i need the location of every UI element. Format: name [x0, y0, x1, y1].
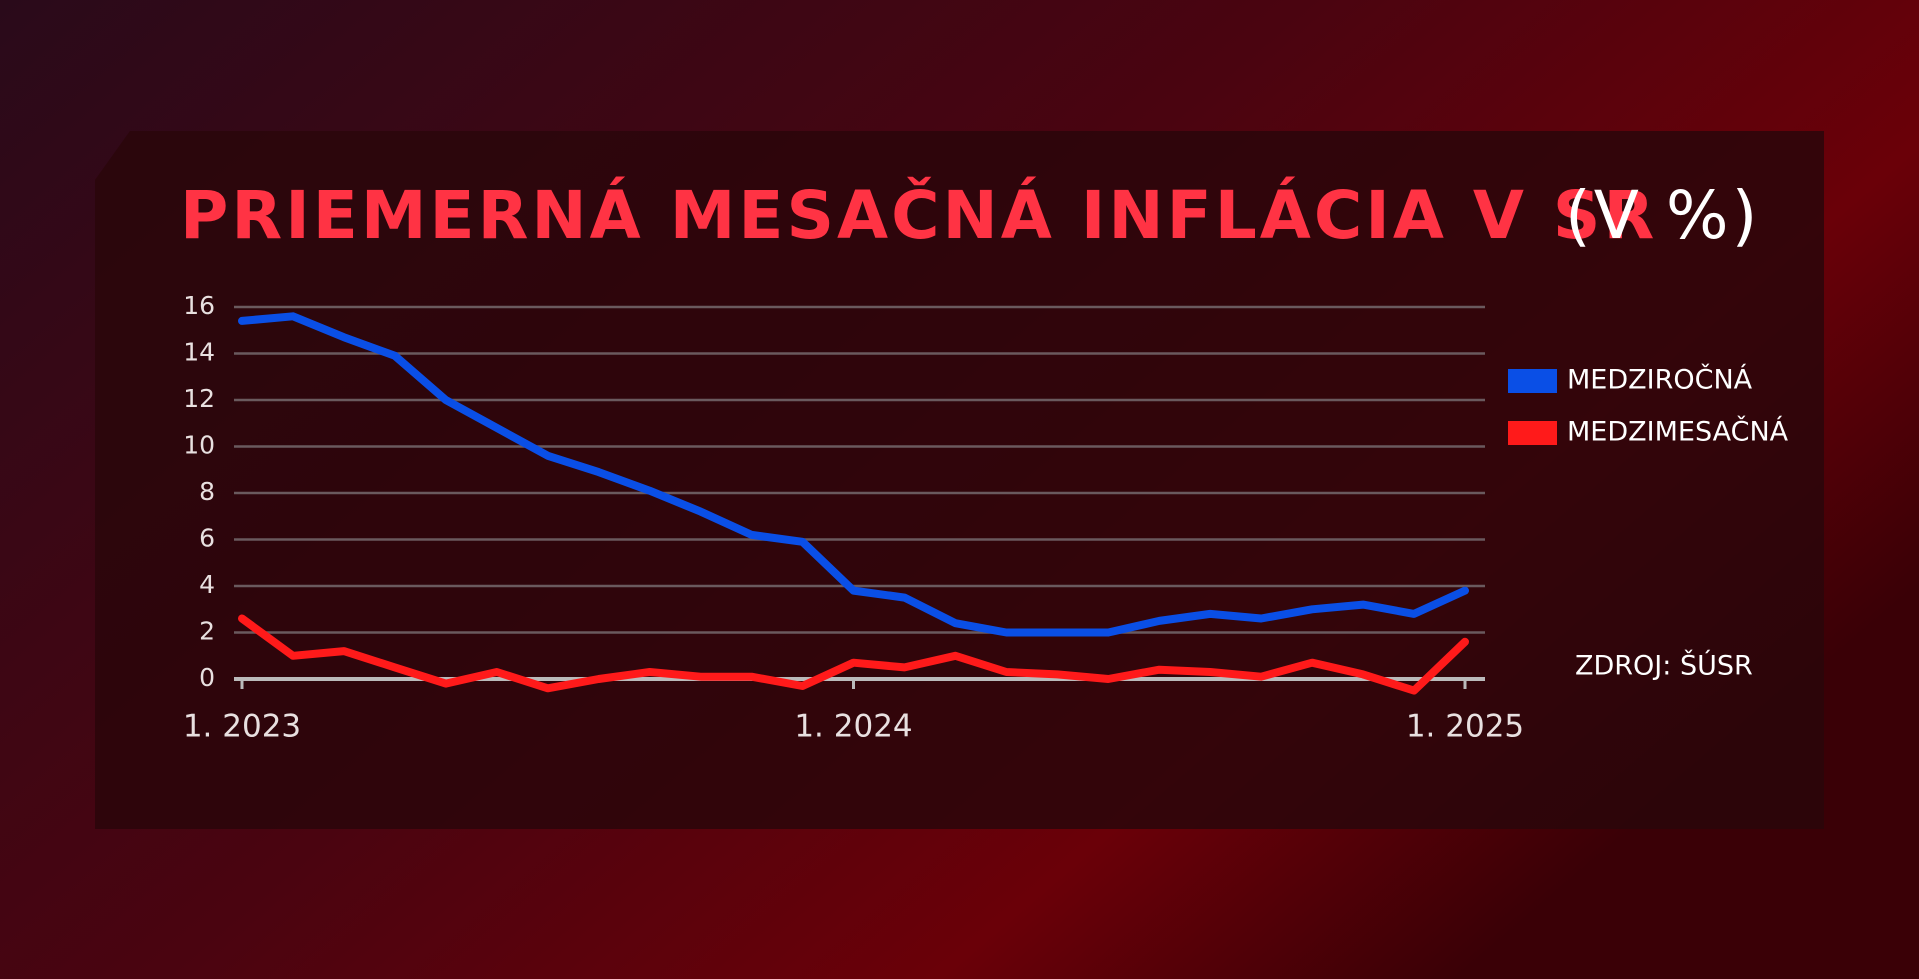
y-tick-label: 16 — [183, 291, 215, 320]
y-tick-label: 6 — [199, 524, 215, 553]
legend-swatch — [1508, 421, 1557, 445]
data-line — [238, 614, 1469, 695]
y-tick-label: 12 — [183, 384, 215, 413]
source: ZDROJ: ŠÚSR — [1575, 650, 1753, 682]
chart-title: PRIEMERNÁ MESAČNÁ INFLÁCIA V SR — [180, 176, 1657, 254]
data-line — [238, 312, 1469, 637]
y-tick-label: 8 — [199, 477, 215, 506]
y-tick-label: 4 — [199, 570, 215, 599]
legend-swatch — [1508, 369, 1557, 393]
y-tick-label: 14 — [183, 338, 215, 367]
legend-label: MEDZIMESAČNÁ — [1567, 416, 1789, 448]
y-tick-label: 2 — [199, 617, 215, 646]
x-tick-label: 1. 2023 — [183, 709, 301, 745]
y-tick-label: 0 — [199, 663, 215, 692]
x-tick-label: 1. 2024 — [794, 709, 912, 745]
legend-label: MEDZIROČNÁ — [1567, 364, 1753, 396]
title-unit: (V %) — [1565, 177, 1760, 254]
x-tick-label: 1. 2025 — [1406, 709, 1524, 745]
y-tick-label: 10 — [183, 431, 215, 460]
panel — [95, 131, 1824, 829]
